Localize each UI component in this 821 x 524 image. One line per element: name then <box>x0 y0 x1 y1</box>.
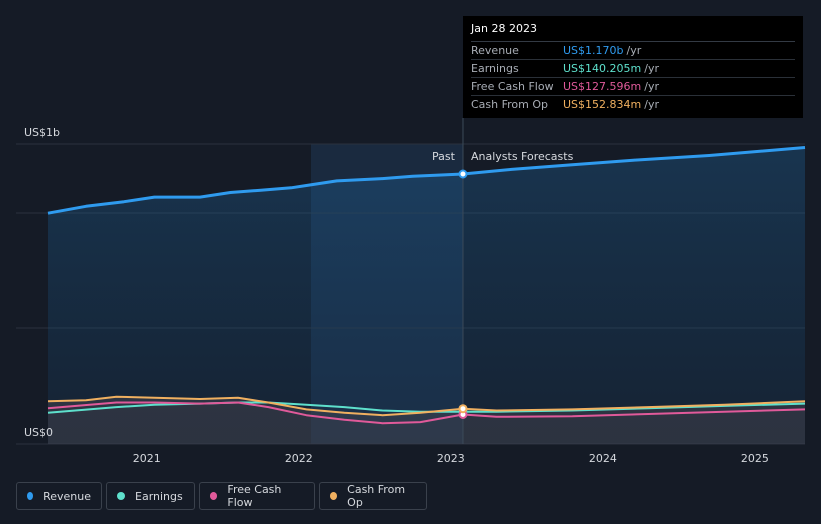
legend-item-free-cash-flow[interactable]: Free Cash Flow <box>199 482 315 510</box>
x-axis-label: 2022 <box>285 452 313 465</box>
tooltip-label: Earnings <box>471 62 519 75</box>
tooltip-row-earnings: Earnings US$140.205m /yr <box>471 60 795 78</box>
tooltip-label: Free Cash Flow <box>471 80 554 93</box>
tooltip-row-revenue: Revenue US$1.170b /yr <box>471 42 795 60</box>
x-axis-label: 2024 <box>589 452 617 465</box>
tooltip-label: Cash From Op <box>471 98 549 111</box>
tooltip-value: US$127.596m <box>563 80 642 93</box>
tooltip-date: Jan 28 2023 <box>471 22 795 42</box>
marker-revenue <box>458 169 468 179</box>
tooltip-row-cash-from-op: Cash From Op US$152.834m /yr <box>471 96 795 113</box>
legend-label: Free Cash Flow <box>227 483 282 509</box>
x-axis-label: 2021 <box>133 452 161 465</box>
legend-item-cash-from-op[interactable]: Cash From Op <box>319 482 427 510</box>
tooltip: Jan 28 2023 Revenue US$1.170b /yr Earnin… <box>463 16 803 118</box>
revenue-area <box>48 147 805 444</box>
x-axis-label: 2023 <box>437 452 465 465</box>
tooltip-label: Revenue <box>471 44 519 57</box>
tooltip-unit: /yr <box>644 98 659 111</box>
x-axis-label: 2025 <box>741 452 769 465</box>
series-line-free-cash-flow <box>47 401 806 425</box>
legend: Revenue Earnings Free Cash Flow Cash Fro… <box>16 482 427 510</box>
legend-dot-icon <box>117 492 125 500</box>
past-label: Past <box>432 150 456 163</box>
tooltip-value: US$1.170b <box>563 44 624 57</box>
tooltip-unit: /yr <box>644 80 659 93</box>
legend-label: Cash From Op <box>347 483 406 509</box>
marker-cash-from-op <box>458 404 468 414</box>
series-line-cash-from-op <box>47 395 806 417</box>
series-line-revenue <box>47 146 806 215</box>
forecast-label: Analysts Forecasts <box>471 150 574 163</box>
tooltip-row-free-cash-flow: Free Cash Flow US$127.596m /yr <box>471 78 795 96</box>
legend-label: Revenue <box>43 489 91 503</box>
y-axis-label: US$0 <box>24 426 53 439</box>
legend-item-revenue[interactable]: Revenue <box>16 482 102 510</box>
legend-item-earnings[interactable]: Earnings <box>106 482 195 510</box>
y-axis-label: US$1b <box>24 126 60 139</box>
legend-dot-icon <box>330 492 338 500</box>
legend-dot-icon <box>210 492 218 500</box>
series-line-earnings <box>47 401 806 414</box>
tooltip-unit: /yr <box>626 44 642 57</box>
tooltip-unit: /yr <box>644 62 659 75</box>
tooltip-value: US$140.205m <box>563 62 642 75</box>
tooltip-value: US$152.834m <box>563 98 642 111</box>
legend-dot-icon <box>27 492 34 500</box>
legend-label: Earnings <box>135 489 183 503</box>
chart-canvas: US$1b US$0 2021 2022 2023 2024 2025 Past Analyst… <box>16 118 806 465</box>
